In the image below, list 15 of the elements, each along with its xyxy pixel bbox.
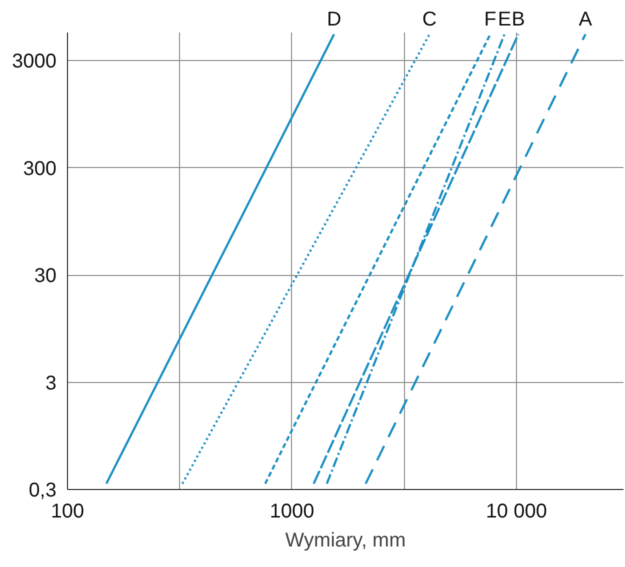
x-axis-title: Wymiary, mm (285, 530, 406, 552)
y-tick-label: 3000 (12, 50, 57, 73)
series-label: D (326, 8, 342, 30)
series-label: A (578, 8, 593, 30)
x-tick-label: 10 000 (486, 500, 547, 522)
y-tick-label: 3 (45, 372, 56, 394)
series-label: E (498, 8, 512, 30)
series-label: B (512, 8, 526, 30)
y-tick-label: 30 (34, 265, 57, 288)
y-tick-label: 0,3 (28, 480, 57, 502)
series-label: F (484, 8, 496, 30)
x-tick-label: 100 (50, 500, 84, 522)
series-label: C (422, 8, 437, 30)
x-tick-label: 1000 (270, 500, 314, 522)
y-tick-label: 300 (23, 158, 57, 180)
